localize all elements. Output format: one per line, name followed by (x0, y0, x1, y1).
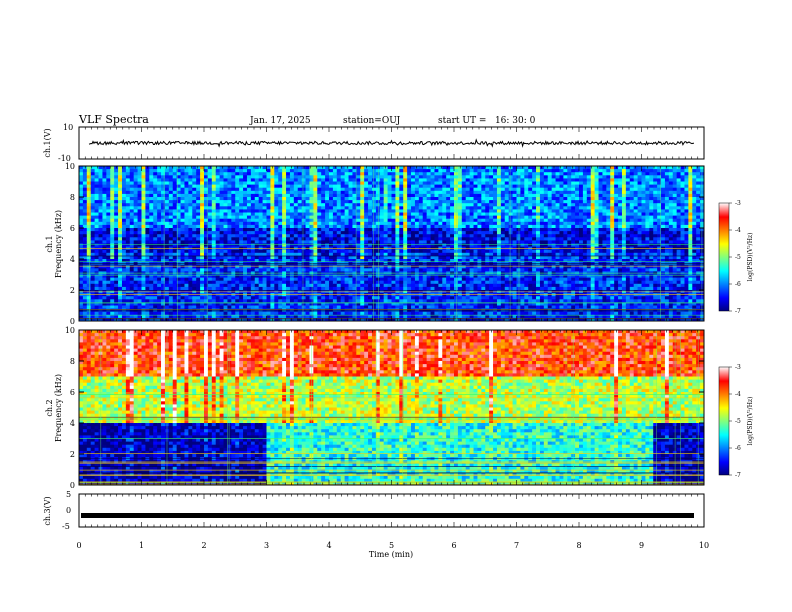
ch1-colorbar-label: log(PSD)(V²/Hz) (747, 233, 754, 282)
ch2-colorbar (718, 366, 730, 476)
spec2-cb-label-1: -4 (735, 391, 741, 398)
spec1-cb-label-0: -3 (735, 200, 741, 207)
time-tick-label-0: 0 (76, 541, 81, 550)
time-tick-label-8: 8 (576, 541, 581, 550)
ch1-waveform-ylabel: ch.1(V) (43, 128, 52, 157)
ch2-colorbar-ticks: -3 -4 -5 -6 -7 (729, 364, 741, 479)
ch2-spectrogram-ylabel-b: Frequency (kHz) (54, 374, 63, 442)
spec1-ytick-label-6: 6 (70, 224, 75, 233)
spec2-cb-label-2: -5 (735, 418, 741, 425)
date-label: Jan. 17, 2025 (249, 116, 311, 126)
time-axis-labels: 0 1 2 3 4 5 6 7 8 9 10 (76, 541, 709, 550)
spec1-ytick-label-0: 0 (70, 317, 75, 326)
spec1-ytick-label-10: 10 (65, 162, 75, 171)
ch1-ytick-top: 10 (63, 123, 73, 132)
panel-ch1-waveform: 10 -10 ch.1(V) (43, 123, 705, 163)
spec2-ytick-label-2: 2 (70, 450, 75, 459)
time-tick-label-2: 2 (201, 541, 206, 550)
spec1-ytick-label-8: 8 (70, 193, 75, 202)
ch1-spectrogram-image (79, 166, 705, 322)
ch2-freq-ticks: 0 2 4 6 8 10 (65, 326, 704, 490)
spec1-cb-label-1: -4 (735, 227, 741, 234)
spec1-cb-label-2: -5 (735, 254, 741, 261)
time-tick-label-6: 6 (451, 541, 456, 550)
station-label: station=OUJ (343, 116, 401, 126)
time-axis-label: Time (min) (369, 550, 413, 559)
ch2-spectrogram-ylabel-a: ch.2 (45, 399, 54, 416)
figure-title: VLF Spectra (78, 113, 149, 126)
ch1-spectrogram-ylabel-b: Frequency (kHz) (54, 210, 63, 278)
ch1-colorbar (718, 202, 730, 312)
spec2-ytick-label-10: 10 (65, 326, 75, 335)
spec2-cb-label-3: -6 (735, 445, 741, 452)
ch3-ytick-5: 5 (66, 490, 71, 499)
spec2-ytick-label-8: 8 (70, 357, 75, 366)
time-axis-ticks (78, 127, 705, 527)
spec1-ytick-label-4: 4 (70, 255, 75, 264)
ch2-colorbar-label: log(PSD)(V²/Hz) (747, 397, 754, 446)
ch3-ytick-neg5: -5 (62, 522, 70, 531)
ch3-ylabel: ch.3(V) (43, 496, 52, 525)
ch1-spectrogram-ylabel-a: ch.1 (45, 235, 54, 252)
start-time-label: start UT = 16: 30: 0 (438, 116, 536, 126)
panel-ch3-waveform: 5 0 -5 ch.3(V) (43, 490, 705, 531)
spec2-cb-label-4: -7 (735, 472, 741, 479)
spec1-ytick-label-2: 2 (70, 286, 75, 295)
time-tick-label-7: 7 (514, 541, 519, 550)
spec2-ytick-label-4: 4 (70, 419, 75, 428)
spec1-cb-label-4: -7 (735, 308, 741, 315)
time-tick-label-4: 4 (326, 541, 331, 550)
ch3-ytick-0: 0 (66, 506, 71, 515)
time-tick-label-1: 1 (139, 541, 144, 550)
time-tick-label-3: 3 (264, 541, 269, 550)
time-tick-label-10: 10 (699, 541, 709, 550)
spec1-cb-label-3: -6 (735, 281, 741, 288)
ch2-spectrogram-image (79, 330, 705, 486)
spec2-ytick-label-0: 0 (70, 481, 75, 490)
ch1-freq-ticks: 0 2 4 6 8 10 (65, 162, 704, 326)
time-tick-label-5: 5 (389, 541, 394, 550)
ch1-waveform-trace (88, 138, 694, 148)
ch1-colorbar-ticks: -3 -4 -5 -6 -7 (729, 200, 741, 315)
spec2-cb-label-0: -3 (735, 364, 741, 371)
time-tick-label-9: 9 (639, 541, 644, 550)
ch1-ytick-bottom: -10 (58, 154, 71, 163)
spec2-ytick-label-6: 6 (70, 388, 75, 397)
